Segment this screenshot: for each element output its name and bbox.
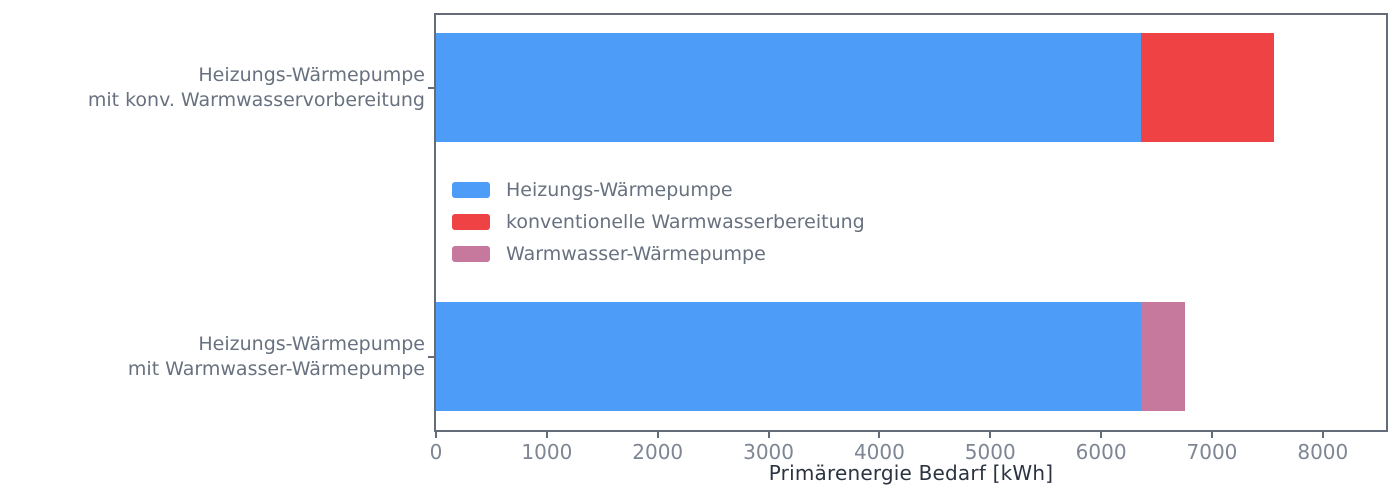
x-tick [767,431,770,438]
x-tick [1210,431,1213,438]
x-axis-label: Primärenergie Bedarf [kWh] [768,461,1054,485]
bar-segment-konventionelle-warmwasserbereitung [1141,33,1275,142]
x-tick [1100,431,1103,438]
y-tick [428,86,435,89]
bar-segment-warmwasser-wärmepumpe [1141,302,1186,411]
x-tick-label: 6000 [1075,440,1127,464]
y-category-label-line: Heizungs-Wärmepumpe [198,63,425,86]
y-category-label: Heizungs-Wärmepumpe mit Warmwasser-Wärmep… [128,332,425,382]
y-category-label-line: mit konv. Warmwasservorbereitung [87,88,425,111]
y-category-label-line: Heizungs-Wärmepumpe [198,332,425,355]
x-tick [435,431,437,438]
x-tick [989,431,992,438]
x-tick-label: 4000 [853,440,905,464]
x-tick-label: 7000 [1186,440,1238,464]
y-tick [428,355,435,358]
legend-row: konventionelle Warmwasserbereitung [452,206,865,238]
x-tick [878,431,881,438]
x-tick-label: 5000 [964,440,1016,464]
legend-swatch-konventionelle-warmwasserbereitung [452,214,490,230]
legend-label: Warmwasser-Wärmepumpe [506,243,766,265]
plot-area: Heizungs-Wärmepumpe konventionelle Warmwa… [434,13,1388,432]
bar-segment-heizungs-wärmepumpe [436,302,1142,411]
legend-row: Heizungs-Wärmepumpe [452,174,865,206]
legend-swatch-warmwasser-wärmepumpe [452,246,490,262]
legend-label: konventionelle Warmwasserbereitung [506,211,865,233]
y-category-label: Heizungs-Wärmepumpe mit konv. Warmwasserv… [88,63,425,113]
x-tick-label: 2000 [632,440,684,464]
y-category-label-line: mit Warmwasser-Wärmepumpe [127,357,425,380]
x-tick-label: 8000 [1297,440,1349,464]
x-tick [1321,431,1324,438]
x-tick-label: 1000 [521,440,573,464]
x-tick [545,431,548,438]
bar-segment-heizungs-wärmepumpe [436,33,1142,142]
legend-label: Heizungs-Wärmepumpe [506,179,733,201]
x-tick-label: 0 [429,440,443,464]
legend-row: Warmwasser-Wärmepumpe [452,238,865,270]
x-tick-label: 3000 [743,440,794,464]
x-tick [656,431,659,438]
legend: Heizungs-Wärmepumpe konventionelle Warmwa… [452,174,865,270]
legend-swatch-heizungs-wärmepumpe [452,182,490,198]
